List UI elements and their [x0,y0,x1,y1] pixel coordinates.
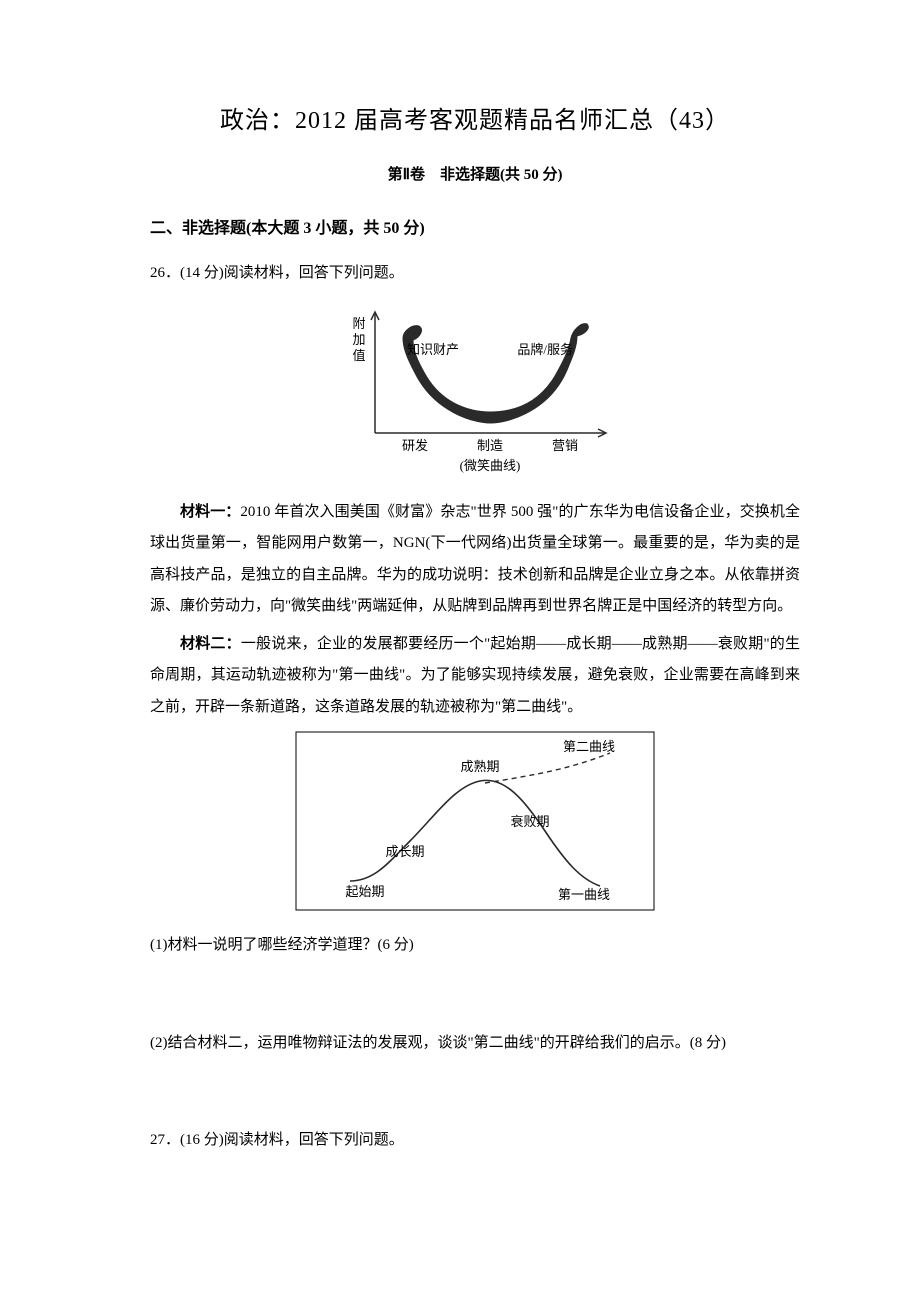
smile-y-bot: 值 [352,348,365,363]
smile-curve-figure: 附 加 值 知识财产 品牌/服务 研发 制造 营销 (微笑曲线) [150,298,800,483]
lc-start: 起始期 [345,884,384,899]
answer-space-1 [150,968,800,1028]
smile-x-left: 研发 [402,438,428,453]
lc-decline: 衰败期 [510,814,549,829]
smile-x-right: 营销 [552,438,578,453]
smile-x-mid: 制造 [477,438,503,453]
q26-sub2: (2)结合材料二，运用唯物辩证法的发展观，谈谈"第二曲线"的开辟给我们的启示。(… [150,1028,800,1060]
q26-sub1: (1)材料一说明了哪些经济学道理？(6 分) [150,930,800,962]
doc-subtitle: 第Ⅱ卷 非选择题(共 50 分) [150,163,800,184]
smile-y-top: 附 [352,316,365,331]
smile-curve-svg: 附 加 值 知识财产 品牌/服务 研发 制造 营销 (微笑曲线) [315,298,635,478]
lc-curve2: 第二曲线 [563,739,615,754]
lc-growth: 成长期 [385,844,424,859]
lifecycle-svg: 起始期 成长期 成熟期 衰败期 第一曲线 第二曲线 [295,731,655,911]
lifecycle-figure: 起始期 成长期 成熟期 衰败期 第一曲线 第二曲线 [150,731,800,916]
lc-mature: 成熟期 [460,759,499,774]
m1-label: 材料一： [180,504,240,520]
q26-intro: 26．(14 分)阅读材料，回答下列问题。 [150,258,800,290]
smile-left-label: 知识财产 [407,342,459,357]
section-heading: 二、非选择题(本大题 3 小题，共 50 分) [150,214,800,238]
answer-space-2 [150,1065,800,1125]
material-2: 材料二：一般说来，企业的发展都要经历一个"起始期——成长期——成熟期——衰败期"… [150,629,800,724]
m1-body: 2010 年首次入围美国《财富》杂志"世界 500 强"的广东华为电信设备企业，… [150,504,800,615]
lc-curve1: 第一曲线 [558,887,610,902]
smile-y-mid: 加 [352,332,365,347]
page: 政治：2012 届高考客观题精品名师汇总（43） 第Ⅱ卷 非选择题(共 50 分… [0,0,920,1302]
smile-caption: (微笑曲线) [460,458,521,473]
q27-intro: 27．(16 分)阅读材料，回答下列问题。 [150,1125,800,1157]
m2-body: 一般说来，企业的发展都要经历一个"起始期——成长期——成熟期——衰败期"的生命周… [150,636,800,715]
material-1: 材料一：2010 年首次入围美国《财富》杂志"世界 500 强"的广东华为电信设… [150,497,800,623]
smile-right-label: 品牌/服务 [517,342,573,357]
doc-title: 政治：2012 届高考客观题精品名师汇总（43） [150,100,800,135]
m2-label: 材料二： [180,636,241,652]
